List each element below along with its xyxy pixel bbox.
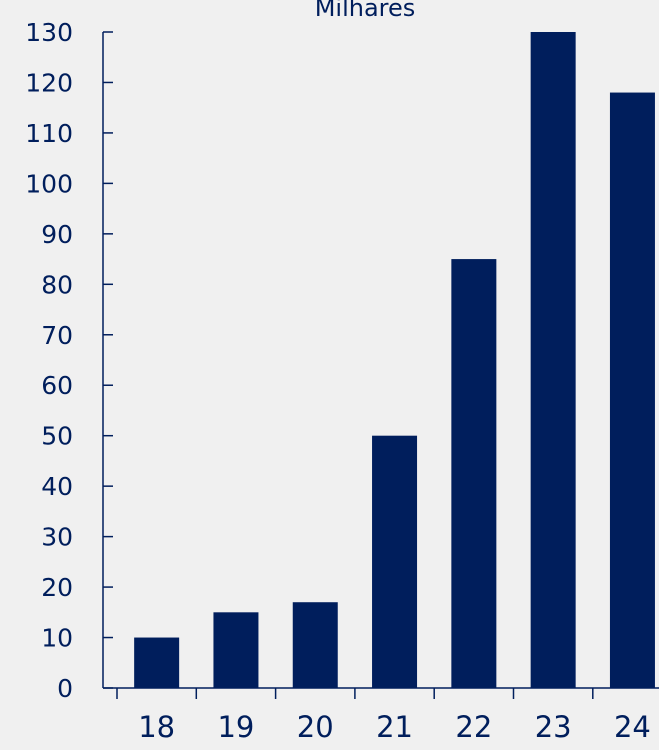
bar-19: [213, 612, 259, 688]
bar-21: [372, 435, 418, 688]
y-tick-label: 30: [41, 523, 73, 552]
y-tick-label: 20: [41, 573, 73, 602]
y-tick-label: 120: [25, 68, 73, 97]
chart-title: Milhares: [315, 0, 416, 22]
y-tick-label: 100: [25, 169, 73, 198]
y-tick-label: 130: [25, 18, 73, 47]
y-tick-label: 40: [41, 472, 73, 501]
y-tick-label: 60: [41, 371, 73, 400]
y-axis: 0 10 20 30 40 50 60 70 80 90 100 110 120 130: [25, 18, 113, 703]
y-tick-label: 110: [25, 119, 73, 148]
y-tick-label: 90: [41, 220, 73, 249]
y-tick-label: 80: [41, 270, 73, 299]
x-tick-label: 24: [614, 710, 651, 744]
bar-22: [451, 259, 497, 688]
x-tick-label: 22: [455, 710, 492, 744]
x-tick-label: 23: [535, 710, 572, 744]
x-tick-label: 19: [217, 710, 254, 744]
x-tick-label: 20: [297, 710, 334, 744]
y-tick-label: 50: [41, 422, 73, 451]
bars: [134, 32, 655, 689]
y-tick-label: 0: [57, 674, 73, 703]
y-tick-label: 70: [41, 321, 73, 350]
bar-23: [530, 32, 576, 688]
x-tick-label: 18: [138, 710, 175, 744]
bar-18: [134, 637, 180, 688]
bar-24: [609, 92, 655, 689]
y-tick-label: 10: [41, 624, 73, 653]
bar-20: [292, 602, 338, 688]
x-axis: 18 19 20 21 22 23 24: [103, 687, 659, 744]
x-tick-label: 21: [376, 710, 413, 744]
